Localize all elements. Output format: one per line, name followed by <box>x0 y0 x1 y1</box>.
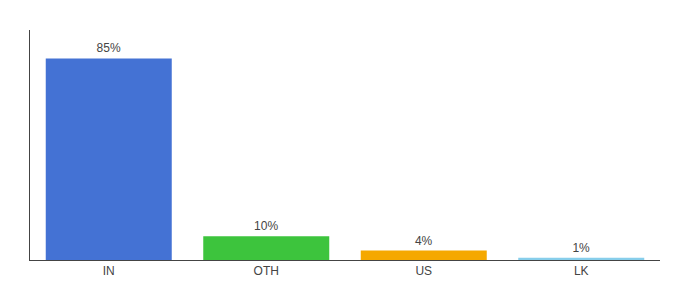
svg-text:OTH: OTH <box>254 264 279 278</box>
svg-text:IN: IN <box>103 264 115 278</box>
svg-text:US: US <box>415 264 432 278</box>
svg-text:85%: 85% <box>97 41 121 55</box>
svg-text:LK: LK <box>574 264 589 278</box>
svg-text:1%: 1% <box>572 241 590 255</box>
svg-text:4%: 4% <box>415 234 433 248</box>
svg-text:10%: 10% <box>254 219 278 233</box>
